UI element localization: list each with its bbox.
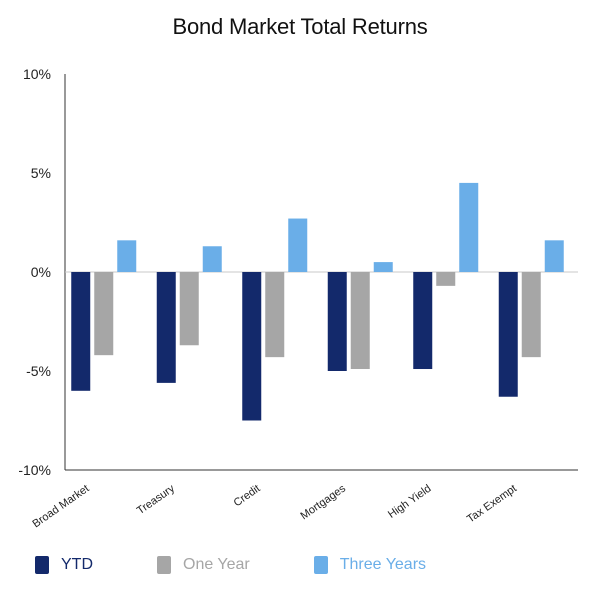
bar-three-years (202, 246, 222, 272)
x-tick-label: High Yield (386, 483, 433, 521)
legend-label: Three Years (339, 556, 427, 573)
bar-one-year (521, 272, 541, 358)
y-tick-label: 5% (31, 165, 51, 181)
bar-ytd (242, 272, 262, 421)
legend-label: One Year (183, 556, 250, 573)
bar-three-years (544, 240, 564, 272)
bar-one-year (94, 272, 114, 356)
bar-ytd (413, 272, 433, 370)
legend-item: YTD (35, 556, 93, 574)
bar-one-year (350, 272, 370, 370)
y-tick-label: -5% (26, 363, 51, 379)
legend-swatch (35, 556, 49, 574)
legend-swatch (313, 556, 328, 574)
bar-three-years (117, 240, 137, 272)
x-tick-label: Credit (232, 483, 263, 510)
legend-label: YTD (61, 556, 93, 573)
bar-three-years (459, 182, 479, 272)
bar-one-year (179, 272, 199, 346)
chart-legend: YTD One Year Three Years (35, 556, 490, 574)
bar-ytd (327, 272, 347, 371)
x-tick-label: Treasury (135, 482, 178, 517)
bar-one-year (436, 272, 456, 286)
y-tick-label: -10% (18, 462, 51, 478)
x-tick-label: Broad Market (30, 483, 91, 531)
bar-one-year (265, 272, 285, 358)
bar-ytd (498, 272, 518, 397)
legend-swatch (157, 556, 171, 574)
legend-item: Three Years (313, 556, 427, 574)
legend-item: One Year (157, 556, 250, 574)
y-tick-label: 0% (31, 264, 51, 280)
bar-ytd (156, 272, 176, 383)
bar-three-years (373, 262, 393, 272)
bar-ytd (71, 272, 91, 391)
x-tick-label: Tax Exempt (465, 483, 519, 526)
x-tick-label: Mortgages (299, 482, 349, 522)
bar-three-years (288, 218, 308, 272)
chart-title: Bond Market Total Returns (172, 14, 428, 39)
y-tick-label: 10% (23, 66, 51, 82)
